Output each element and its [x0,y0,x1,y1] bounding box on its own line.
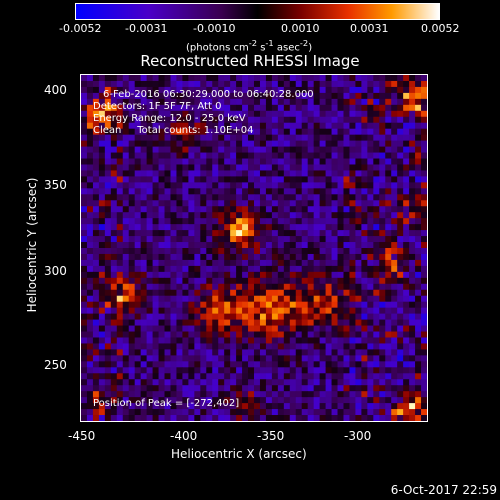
colorbar-unit: (photons cm-2 s-1 asec-2) [186,38,313,54]
heatmap [81,75,427,421]
colorbar-tick: 0.0031 [350,22,389,35]
colorbar-tick: -0.0010 [193,22,236,35]
rhessi-image: 6-Feb-2016 06:30:29.000 to 06:40:28.000 … [80,74,428,422]
annotation-detectors: Detectors: 1F 5F 7F, Att 0 [93,101,222,112]
y-tick-label: 250 [44,358,67,372]
x-tick-label: -350 [257,429,285,443]
colorbar-tick: 0.0010 [281,22,320,35]
colorbar-tick: 0.0052 [421,22,460,35]
colorbar [75,3,440,20]
annotation-peak: Position of Peak = [-272,402] [93,398,240,409]
y-tick-label: 350 [44,178,67,192]
timestamp: 6-Oct-2017 22:59 [390,483,497,497]
x-tick-label: -450 [68,429,96,443]
annotation-energy: Energy Range: 12.0 - 25.0 keV [93,113,246,124]
colorbar-tick: -0.0031 [125,22,168,35]
annotation-clean: Clean Total counts: 1.10E+04 [93,125,254,136]
y-tick-label: 400 [44,83,67,97]
x-tick-label: -400 [170,429,198,443]
annotation-time-range: 6-Feb-2016 06:30:29.000 to 06:40:28.000 [103,89,314,100]
colorbar-tick: -0.0052 [59,22,102,35]
y-axis-label: Heliocentric Y (arcsec) [25,177,39,313]
y-tick-label: 300 [44,264,67,278]
x-axis-label: Heliocentric X (arcsec) [171,447,307,461]
image-title: Reconstructed RHESSI Image [140,52,360,70]
x-tick-label: -300 [344,429,372,443]
